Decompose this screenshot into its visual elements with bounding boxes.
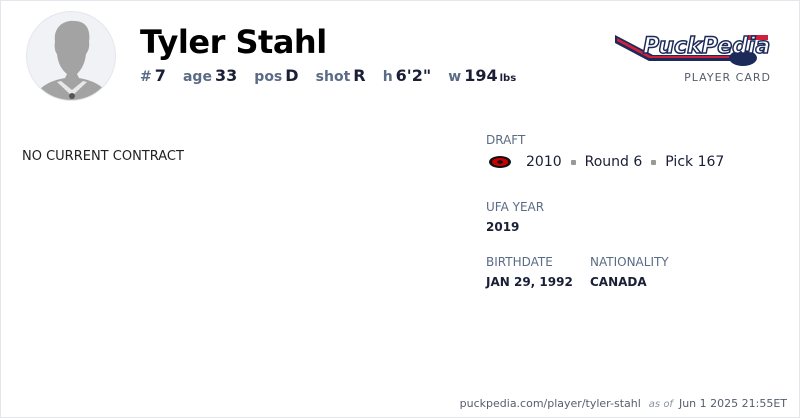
height-label: h — [382, 69, 393, 85]
draft-round: Round 6 — [584, 154, 643, 170]
player-url-link[interactable]: puckpedia.com/player/tyler-stahl — [459, 397, 641, 410]
draft-pick: Pick 167 — [665, 154, 725, 170]
player-silhouette-icon — [39, 20, 105, 100]
contract-status: NO CURRENT CONTRACT — [22, 149, 184, 164]
nationality-value: CANADA — [590, 275, 647, 289]
ufa-year-value: 2019 — [486, 220, 520, 234]
shot-value: R — [353, 66, 366, 85]
birthdate-label: BIRTHDATE — [486, 255, 553, 269]
draft-info: 2010 Round 6 Pick 167 — [488, 154, 724, 170]
footer: puckpedia.com/player/tyler-stahl as of Jun… — [460, 397, 787, 410]
weight-value: 194 — [464, 66, 498, 85]
separator-icon — [570, 159, 576, 165]
nationality-label: NATIONALITY — [590, 255, 669, 269]
ufa-year-label: UFA YEAR — [486, 200, 545, 214]
draft-year: 2010 — [526, 154, 562, 170]
height-value: 6'2" — [395, 66, 432, 85]
player-avatar — [26, 11, 116, 101]
shot-label: shot — [315, 69, 351, 85]
weight-unit: lbs — [499, 73, 517, 84]
svg-text:PuckPedia: PuckPedia — [643, 34, 770, 59]
number-value: 7 — [154, 66, 166, 85]
as-of-label: as of — [648, 399, 673, 410]
number-label: # — [140, 69, 152, 85]
player-stats: #7 age 33 pos D shot R h 6'2" w 194 lbs — [140, 66, 516, 85]
puckpedia-logo: PuckPedia — [615, 33, 771, 66]
timestamp: Jun 1 2025 21:55ET — [678, 397, 787, 410]
age-label: age — [182, 69, 212, 85]
birthdate-value: JAN 29, 1992 — [486, 275, 573, 289]
draft-label: DRAFT — [486, 133, 526, 147]
pos-label: pos — [254, 69, 283, 85]
pos-value: D — [285, 66, 299, 85]
carolina-hurricanes-logo-icon — [489, 156, 511, 168]
weight-label: w — [448, 69, 462, 85]
player-card-label: PLAYER CARD — [684, 71, 771, 84]
player-name: Tyler Stahl — [140, 23, 327, 61]
separator-icon — [651, 159, 657, 165]
age-value: 33 — [214, 66, 238, 85]
